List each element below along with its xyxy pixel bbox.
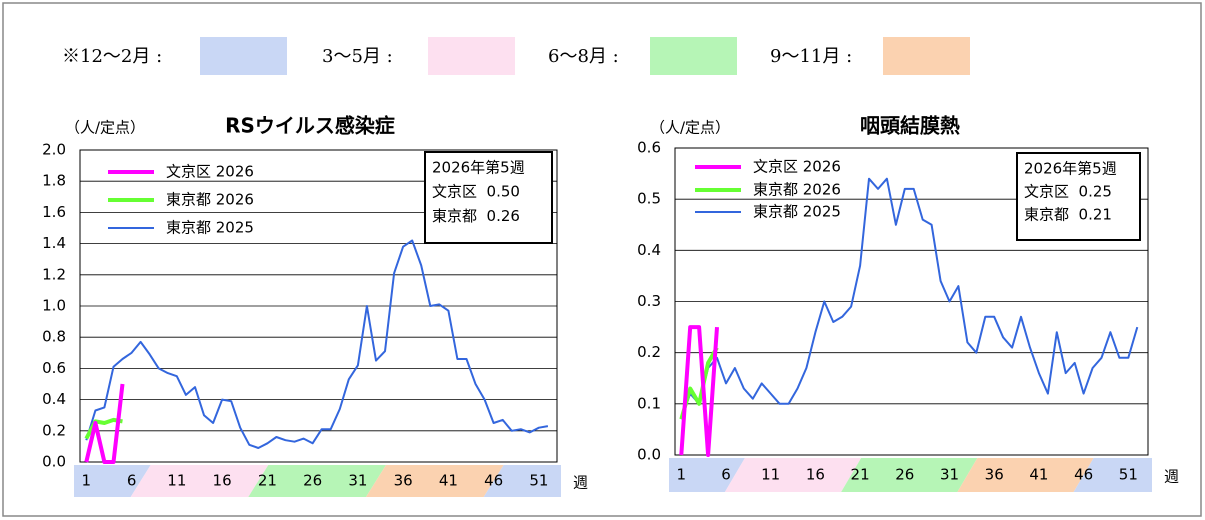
- y-tick-label: 0.2: [637, 343, 661, 361]
- x-tick-label: 36: [985, 466, 1004, 484]
- y-tick-label: 1.4: [42, 234, 66, 252]
- season-label: ※12～2月 :: [62, 46, 162, 67]
- series-line: [680, 177, 1139, 420]
- x-tick-label: 36: [394, 472, 413, 490]
- legend-label: 東京都 2025: [166, 219, 254, 237]
- x-tick-label: 41: [1029, 466, 1048, 484]
- y-axis-label: （人/定点）: [650, 119, 730, 137]
- x-tick-label: 16: [213, 472, 232, 490]
- y-tick-label: 1.0: [42, 297, 66, 315]
- season-band: [669, 458, 745, 492]
- y-tick-label: 0.2: [42, 421, 66, 439]
- season-band: [724, 458, 862, 492]
- x-tick-label: 46: [1074, 466, 1093, 484]
- x-tick-label: 31: [348, 472, 367, 490]
- chart-title: 咽頭結膜熱: [860, 114, 960, 138]
- annotation-box: [424, 151, 553, 244]
- series-line: [679, 346, 719, 420]
- y-tick-label: 1.2: [42, 265, 66, 283]
- season-label: 9～11月 :: [770, 46, 852, 67]
- season-band: [365, 465, 504, 497]
- x-tick-label: 21: [851, 466, 870, 484]
- legend-label: 東京都 2025: [753, 203, 841, 221]
- season-swatch: [650, 37, 737, 75]
- legend-label: 文京区 2026: [753, 158, 841, 176]
- plot-border: [79, 149, 558, 463]
- x-tick-label: 11: [761, 466, 780, 484]
- x-tick-label: 26: [303, 472, 322, 490]
- series-line: [85, 239, 549, 449]
- annotation-text: 2026年第5週: [1024, 160, 1117, 178]
- x-axis-label: 週: [573, 474, 588, 492]
- season-swatch: [883, 37, 970, 75]
- season-label: 6～8月 :: [548, 46, 619, 67]
- annotation-text: 東京都 0.26: [432, 207, 520, 225]
- season-swatch: [428, 37, 515, 75]
- x-tick-label: 46: [484, 472, 503, 490]
- annotation-text: 文京区 0.50: [432, 183, 520, 201]
- season-band: [74, 465, 151, 497]
- season-band: [1073, 458, 1152, 492]
- annotation-text: 東京都 0.21: [1024, 205, 1112, 223]
- legend-label: 文京区 2026: [166, 163, 254, 181]
- season-band: [248, 465, 386, 497]
- y-tick-label: 1.6: [42, 203, 66, 221]
- season-band: [841, 458, 978, 492]
- y-tick-label: 0.5: [637, 190, 661, 208]
- y-tick-label: 0.4: [637, 241, 661, 259]
- x-tick-label: 26: [895, 466, 914, 484]
- season-band: [957, 458, 1094, 492]
- y-tick-label: 2.0: [42, 141, 66, 159]
- x-tick-label: 21: [258, 472, 277, 490]
- x-tick-label: 1: [676, 466, 686, 484]
- x-tick-label: 6: [127, 472, 137, 490]
- y-tick-label: 0.3: [637, 292, 661, 310]
- series-line: [679, 325, 719, 457]
- x-tick-label: 31: [940, 466, 959, 484]
- y-tick-label: 0.0: [637, 446, 661, 464]
- x-tick-label: 16: [806, 466, 825, 484]
- y-tick-label: 0.0: [42, 453, 66, 471]
- x-tick-label: 41: [439, 472, 458, 490]
- y-tick-label: 0.4: [42, 390, 66, 408]
- x-tick-label: 1: [82, 472, 92, 490]
- x-tick-label: 11: [167, 472, 186, 490]
- season-band: [130, 465, 269, 497]
- y-tick-label: 0.6: [637, 139, 661, 157]
- annotation-box: [1016, 152, 1141, 241]
- plot-border: [674, 147, 1149, 456]
- y-tick-label: 0.6: [42, 359, 66, 377]
- y-tick-label: 0.1: [637, 394, 661, 412]
- season-label: 3～5月 :: [322, 46, 393, 67]
- legend-label: 東京都 2026: [753, 181, 841, 199]
- annotation-text: 2026年第5週: [432, 159, 525, 177]
- chart-title: RSウイルス感染症: [225, 114, 395, 138]
- x-tick-label: 51: [1119, 466, 1138, 484]
- y-tick-label: 1.8: [42, 172, 66, 190]
- y-tick-label: 0.8: [42, 328, 66, 346]
- series-line: [84, 383, 125, 464]
- annotation-text: 文京区 0.25: [1024, 182, 1112, 200]
- legend-label: 東京都 2026: [166, 191, 254, 209]
- x-tick-label: 6: [721, 466, 731, 484]
- season-band: [483, 465, 561, 497]
- x-tick-label: 51: [529, 472, 548, 490]
- y-axis-label: （人/定点）: [65, 119, 145, 137]
- x-axis-label: 週: [1164, 468, 1179, 486]
- season-swatch: [200, 37, 287, 75]
